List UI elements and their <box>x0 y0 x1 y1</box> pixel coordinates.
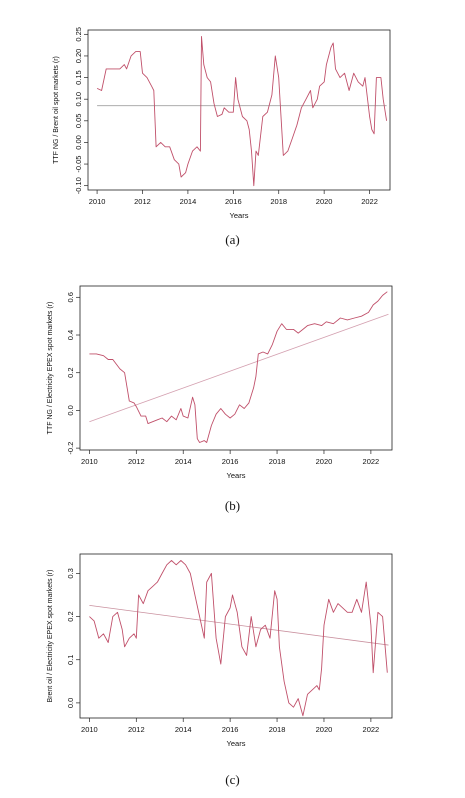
y-tick-label-a-1: -0.05 <box>74 155 83 172</box>
x-tick-label-b-6: 2022 <box>363 457 380 466</box>
x-tick-label-c-0: 2010 <box>81 725 98 734</box>
x-tick-label-c-5: 2020 <box>316 725 333 734</box>
y-tick-label-b-1: 0.0 <box>66 405 75 415</box>
x-tick-label-c-1: 2012 <box>128 725 145 734</box>
x-axis-label-c: Years <box>227 739 246 748</box>
y-tick-label-c-0: 0.0 <box>66 698 75 708</box>
y-tick-label-b-4: 0.6 <box>66 292 75 302</box>
y-tick-label-a-4: 0.10 <box>74 92 83 107</box>
series-line-c-0 <box>89 560 388 717</box>
x-tick-label-a-2: 2014 <box>180 197 197 206</box>
x-tick-label-c-4: 2018 <box>269 725 286 734</box>
y-axis-label-c: Brent oil / Electricity EPEX spot market… <box>47 569 54 702</box>
x-tick-label-a-1: 2012 <box>134 197 151 206</box>
x-tick-label-a-4: 2018 <box>270 197 287 206</box>
y-tick-label-c-1: 0.1 <box>66 655 75 665</box>
y-tick-label-b-3: 0.4 <box>66 330 75 340</box>
x-tick-label-b-2: 2014 <box>175 457 192 466</box>
series-line-a-0 <box>96 36 388 187</box>
x-tick-label-b-0: 2010 <box>81 457 98 466</box>
trend-line-b <box>89 313 389 423</box>
chart-c: 2010 2012 2014 2016 2018 2020 2022 0.0 0.1 0.2 0.3… <box>47 553 393 748</box>
y-tick-label-a-6: 0.20 <box>74 49 83 64</box>
y-axis-label-a: TTF NG / Brent oil spot markets (r) <box>53 56 60 164</box>
chart-a: 2010 2012 2014 2016 2018 2020 2022 -0.10 -0.05 0.… <box>53 27 391 220</box>
plot-frame-c <box>79 553 393 719</box>
y-tick-label-a-2: 0.00 <box>74 135 83 150</box>
x-tick-label-c-2: 2014 <box>175 725 192 734</box>
x-tick-label-b-5: 2020 <box>316 457 333 466</box>
caption-b: (b) <box>224 498 241 513</box>
y-tick-label-c-2: 0.2 <box>66 611 75 621</box>
y-tick-label-a-7: 0.25 <box>74 27 83 42</box>
x-tick-label-a-0: 2010 <box>89 197 106 206</box>
plot-frame-b <box>79 285 393 451</box>
x-axis-label-a: Years <box>230 211 249 220</box>
x-tick-label-b-3: 2016 <box>222 457 239 466</box>
x-tick-label-b-1: 2012 <box>128 457 145 466</box>
x-tick-label-a-5: 2020 <box>316 197 333 206</box>
caption-c: (c) <box>225 772 240 787</box>
x-tick-label-a-3: 2016 <box>225 197 242 206</box>
y-tick-label-c-3: 0.3 <box>66 568 75 578</box>
y-tick-label-b-0: -0.2 <box>66 442 75 455</box>
series-line-b-0 <box>89 291 388 443</box>
y-tick-label-b-2: 0.2 <box>66 367 75 377</box>
x-axis-label-b: Years <box>227 471 246 480</box>
x-tick-label-c-6: 2022 <box>363 725 380 734</box>
y-tick-label-a-5: 0.15 <box>74 70 83 85</box>
caption-a: (a) <box>225 232 240 247</box>
y-axis-label-b: TTF NG / Electricity EPEX spot markets (… <box>47 302 54 435</box>
y-tick-label-a-0: -0.10 <box>74 177 83 194</box>
x-tick-label-a-6: 2022 <box>361 197 378 206</box>
plot-frame-a <box>87 29 391 191</box>
y-tick-label-a-3: 0.05 <box>74 114 83 129</box>
x-tick-label-c-3: 2016 <box>222 725 239 734</box>
x-tick-label-b-4: 2018 <box>269 457 286 466</box>
chart-b: 2010 2012 2014 2016 2018 2020 2022 -0.2 0.0 0.2 0.… <box>47 285 393 480</box>
